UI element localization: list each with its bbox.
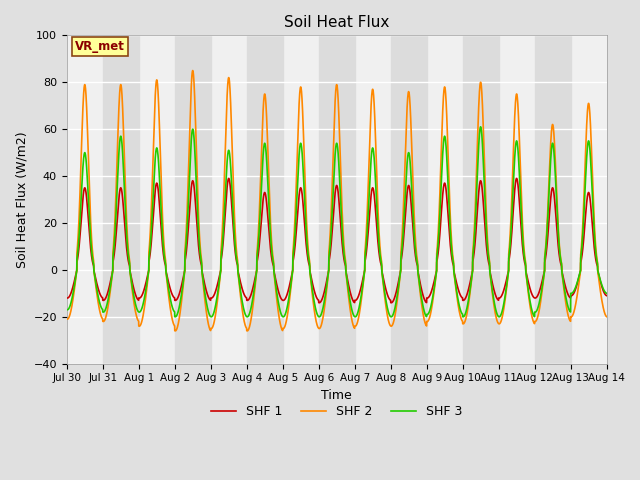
SHF 3: [160, 249, 168, 254]
SHF 1: [602, 292, 610, 298]
SHF 3: [428, 300, 436, 305]
SHF 1: [458, 294, 465, 300]
X-axis label: Time: Time: [321, 389, 352, 402]
SHF 3: [317, 313, 324, 319]
SHF 1: [603, 293, 611, 299]
SHF 1: [488, 280, 496, 286]
Bar: [103, 36, 139, 364]
SHF 3: [458, 310, 465, 316]
SHF 3: [477, 124, 484, 130]
SHF 2: [428, 304, 436, 310]
Bar: [463, 36, 499, 364]
SHF 2: [317, 324, 324, 330]
SHF 3: [63, 307, 70, 312]
Bar: [390, 36, 427, 364]
Bar: [246, 36, 283, 364]
Line: SHF 3: SHF 3: [67, 127, 607, 317]
SHF 1: [428, 288, 436, 293]
SHF 2: [602, 313, 610, 319]
Bar: [175, 36, 211, 364]
SHF 2: [160, 239, 168, 244]
SHF 1: [63, 295, 70, 301]
SHF 1: [317, 299, 324, 305]
SHF 1: [513, 176, 520, 181]
SHF 2: [603, 314, 611, 320]
SHF 2: [458, 317, 465, 323]
SHF 2: [189, 68, 196, 73]
SHF 2: [243, 328, 251, 334]
SHF 3: [243, 314, 251, 320]
Y-axis label: Soil Heat Flux (W/m2): Soil Heat Flux (W/m2): [15, 131, 28, 268]
SHF 3: [603, 290, 611, 296]
Text: VR_met: VR_met: [75, 40, 125, 53]
SHF 1: [316, 300, 323, 306]
SHF 1: [160, 254, 168, 260]
Bar: [319, 36, 355, 364]
Line: SHF 1: SHF 1: [67, 179, 607, 303]
Legend: SHF 1, SHF 2, SHF 3: SHF 1, SHF 2, SHF 3: [206, 400, 467, 423]
SHF 2: [488, 290, 496, 296]
Title: Soil Heat Flux: Soil Heat Flux: [284, 15, 389, 30]
Line: SHF 2: SHF 2: [67, 71, 607, 331]
SHF 2: [63, 316, 70, 322]
Bar: [534, 36, 571, 364]
SHF 3: [488, 288, 496, 293]
SHF 3: [602, 290, 610, 296]
